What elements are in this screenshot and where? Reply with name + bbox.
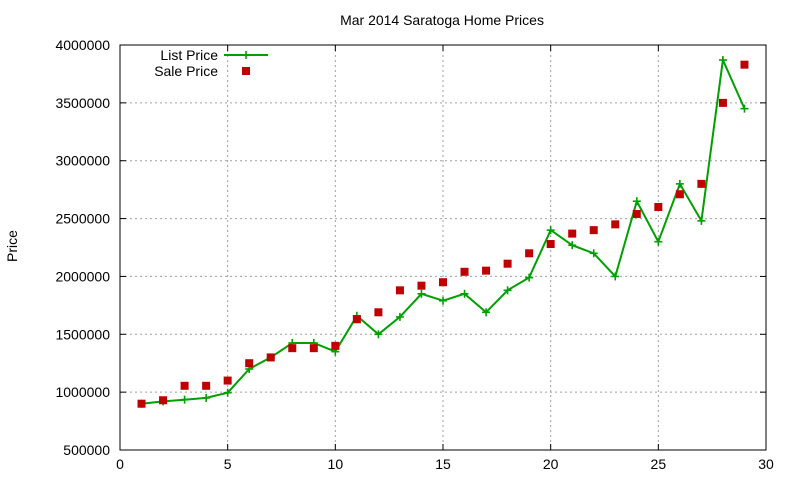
sale-price-point: [460, 267, 469, 276]
x-tick-label: 20: [543, 456, 559, 472]
list-price-point: [675, 179, 684, 188]
sale-price-point: [546, 240, 555, 249]
y-tick-label: 2500000: [55, 211, 110, 227]
list-price-point: [611, 272, 620, 281]
x-tick-label: 30: [758, 456, 774, 472]
sale-price-point: [223, 376, 232, 385]
sale-price-point: [525, 249, 534, 258]
sale-price-point: [159, 396, 168, 405]
list-price-point: [439, 296, 447, 305]
legend-sample-list-price: [224, 51, 268, 59]
x-tick-label: 25: [651, 456, 667, 472]
chart-title: Mar 2014 Saratoga Home Prices: [340, 12, 544, 28]
sale-price-point: [503, 259, 512, 268]
sale-price-point: [632, 209, 641, 218]
x-tick-label: 15: [435, 456, 451, 472]
sale-price-point: [439, 278, 447, 287]
y-tick-label: 500000: [63, 442, 110, 458]
y-tick-label: 4000000: [55, 37, 110, 53]
y-tick-label: 2000000: [55, 268, 110, 284]
sale-price-point: [611, 220, 620, 229]
legend-label-sale-price: Sale Price: [154, 63, 218, 79]
sale-price-point: [374, 308, 383, 317]
sale-price-point: [309, 344, 318, 353]
sale-price-point: [245, 359, 254, 368]
legend-sample-sale-price: [242, 67, 250, 75]
sale-price-point: [331, 341, 340, 350]
list-price-point: [460, 289, 469, 298]
sale-price-point: [137, 399, 146, 408]
sale-price-point: [417, 281, 426, 290]
legend: List Price Sale Price: [154, 47, 268, 79]
y-axis-label: Price: [4, 230, 20, 262]
grid: [120, 45, 766, 450]
list-price-point: [546, 226, 555, 235]
sale-price-point: [266, 353, 275, 362]
list-price-point: [482, 308, 491, 317]
sale-price-point: [395, 286, 404, 295]
list-price-point: [654, 237, 663, 246]
list-price-point: [632, 197, 641, 206]
list-price-point: [568, 241, 577, 250]
sale-price-point: [202, 381, 211, 390]
sale-price-point: [352, 315, 361, 324]
list-price-point: [697, 216, 706, 225]
y-tick-label: 1500000: [55, 326, 110, 342]
x-axis-tick-labels: 0 5 10 15 20 25 30: [116, 456, 774, 472]
legend-marker-list-price: [242, 51, 250, 59]
list-price-point: [395, 312, 404, 321]
x-tick-label: 10: [328, 456, 344, 472]
sale-price-point: [654, 203, 663, 211]
list-price-point: [374, 330, 383, 339]
list-price-point: [180, 395, 189, 404]
list-price-point: [718, 56, 727, 65]
list-price-point: [202, 393, 211, 402]
y-tick-label: 3500000: [55, 95, 110, 111]
axis-ticks: [119, 44, 767, 451]
sale-price-point: [180, 381, 189, 390]
legend-label-list-price: List Price: [160, 47, 218, 63]
sale-price-point: [482, 266, 491, 275]
y-tick-label: 3000000: [55, 153, 110, 169]
y-tick-label: 1000000: [55, 384, 110, 400]
list-price-point: [417, 289, 426, 298]
sale-price-point: [740, 60, 749, 69]
legend-marker-sale-price: [242, 67, 250, 75]
sale-price-point: [675, 190, 684, 199]
list-price-point: [223, 388, 232, 397]
list-price-point: [740, 104, 749, 113]
sale-price-point: [568, 229, 577, 238]
list-price-point: [525, 273, 534, 282]
sale-price-point: [288, 344, 297, 353]
series-layer: [137, 56, 749, 408]
sale-price-point: [718, 98, 727, 107]
x-tick-label: 5: [224, 456, 232, 472]
sale-price-point: [589, 226, 598, 235]
y-axis-tick-labels: 500000 1000000 1500000 2000000 2500000 300000…: [55, 37, 110, 458]
list-price-point: [589, 249, 598, 258]
sale-price-point: [697, 179, 706, 188]
list-price-point: [503, 286, 512, 295]
x-tick-label: 0: [116, 456, 124, 472]
